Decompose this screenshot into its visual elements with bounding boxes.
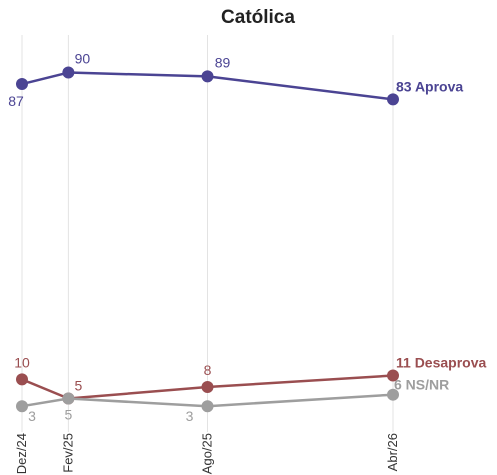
data-label: 5 <box>74 378 82 394</box>
data-point <box>16 78 28 91</box>
data-point <box>387 93 399 106</box>
x-tick-label: Dez/24 <box>14 433 29 474</box>
series-end-label: 83 Aprova <box>396 78 463 94</box>
data-label: 5 <box>64 407 72 423</box>
x-tick-label: Ago/25 <box>200 433 215 474</box>
series-end-label: 6 NS/NR <box>394 377 449 393</box>
data-point <box>201 70 214 83</box>
data-label: 87 <box>8 93 24 109</box>
data-label: 8 <box>204 362 212 378</box>
x-tick-label: Abr/26 <box>385 433 400 471</box>
data-point <box>62 392 75 405</box>
series-line-ns-nr <box>20 393 395 408</box>
data-point <box>62 66 75 79</box>
series-line-aprova <box>20 71 395 101</box>
data-point <box>16 400 28 413</box>
data-label: 3 <box>186 408 194 424</box>
series-line-desaprova <box>20 374 395 400</box>
data-point <box>16 373 28 386</box>
data-point <box>387 388 399 401</box>
data-point <box>201 400 214 413</box>
data-label: 90 <box>75 51 91 67</box>
series-end-label: 11 Desaprova <box>396 355 486 371</box>
data-label: 3 <box>28 408 36 424</box>
data-label: 10 <box>14 354 30 370</box>
data-point <box>387 369 399 382</box>
series-layer <box>16 66 399 413</box>
label-layer: 87 90 89 83 Aprova 10 5 8 11 Desaprova 3 5 3 6 NS/N… <box>8 51 486 425</box>
data-point <box>201 381 214 394</box>
chart-title: Católica <box>221 7 295 28</box>
x-axis-ticks: Dez/24 Fev/25 Ago/25 Abr/26 <box>14 433 400 474</box>
data-label: 89 <box>215 54 231 70</box>
x-tick-label: Fev/25 <box>60 433 75 473</box>
